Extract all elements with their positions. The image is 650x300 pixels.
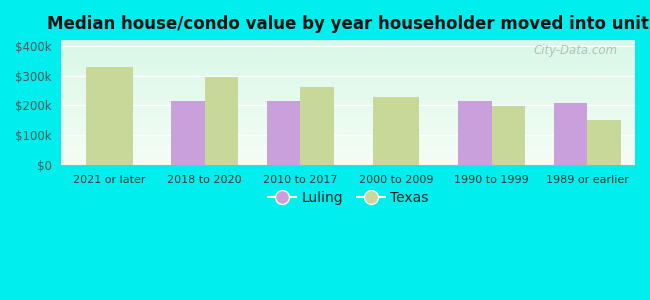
Bar	[372, 97, 419, 165]
Bar	[458, 101, 491, 165]
Bar	[172, 101, 205, 165]
Bar	[491, 106, 525, 165]
Bar	[587, 120, 621, 165]
Bar	[205, 77, 238, 165]
Bar	[267, 101, 300, 165]
Bar	[300, 87, 334, 165]
Text: City-Data.com: City-Data.com	[534, 44, 618, 57]
Title: Median house/condo value by year householder moved into unit: Median house/condo value by year househo…	[47, 15, 649, 33]
Legend: Luling, Texas: Luling, Texas	[263, 185, 434, 210]
Bar	[86, 67, 133, 165]
Bar	[554, 103, 587, 165]
